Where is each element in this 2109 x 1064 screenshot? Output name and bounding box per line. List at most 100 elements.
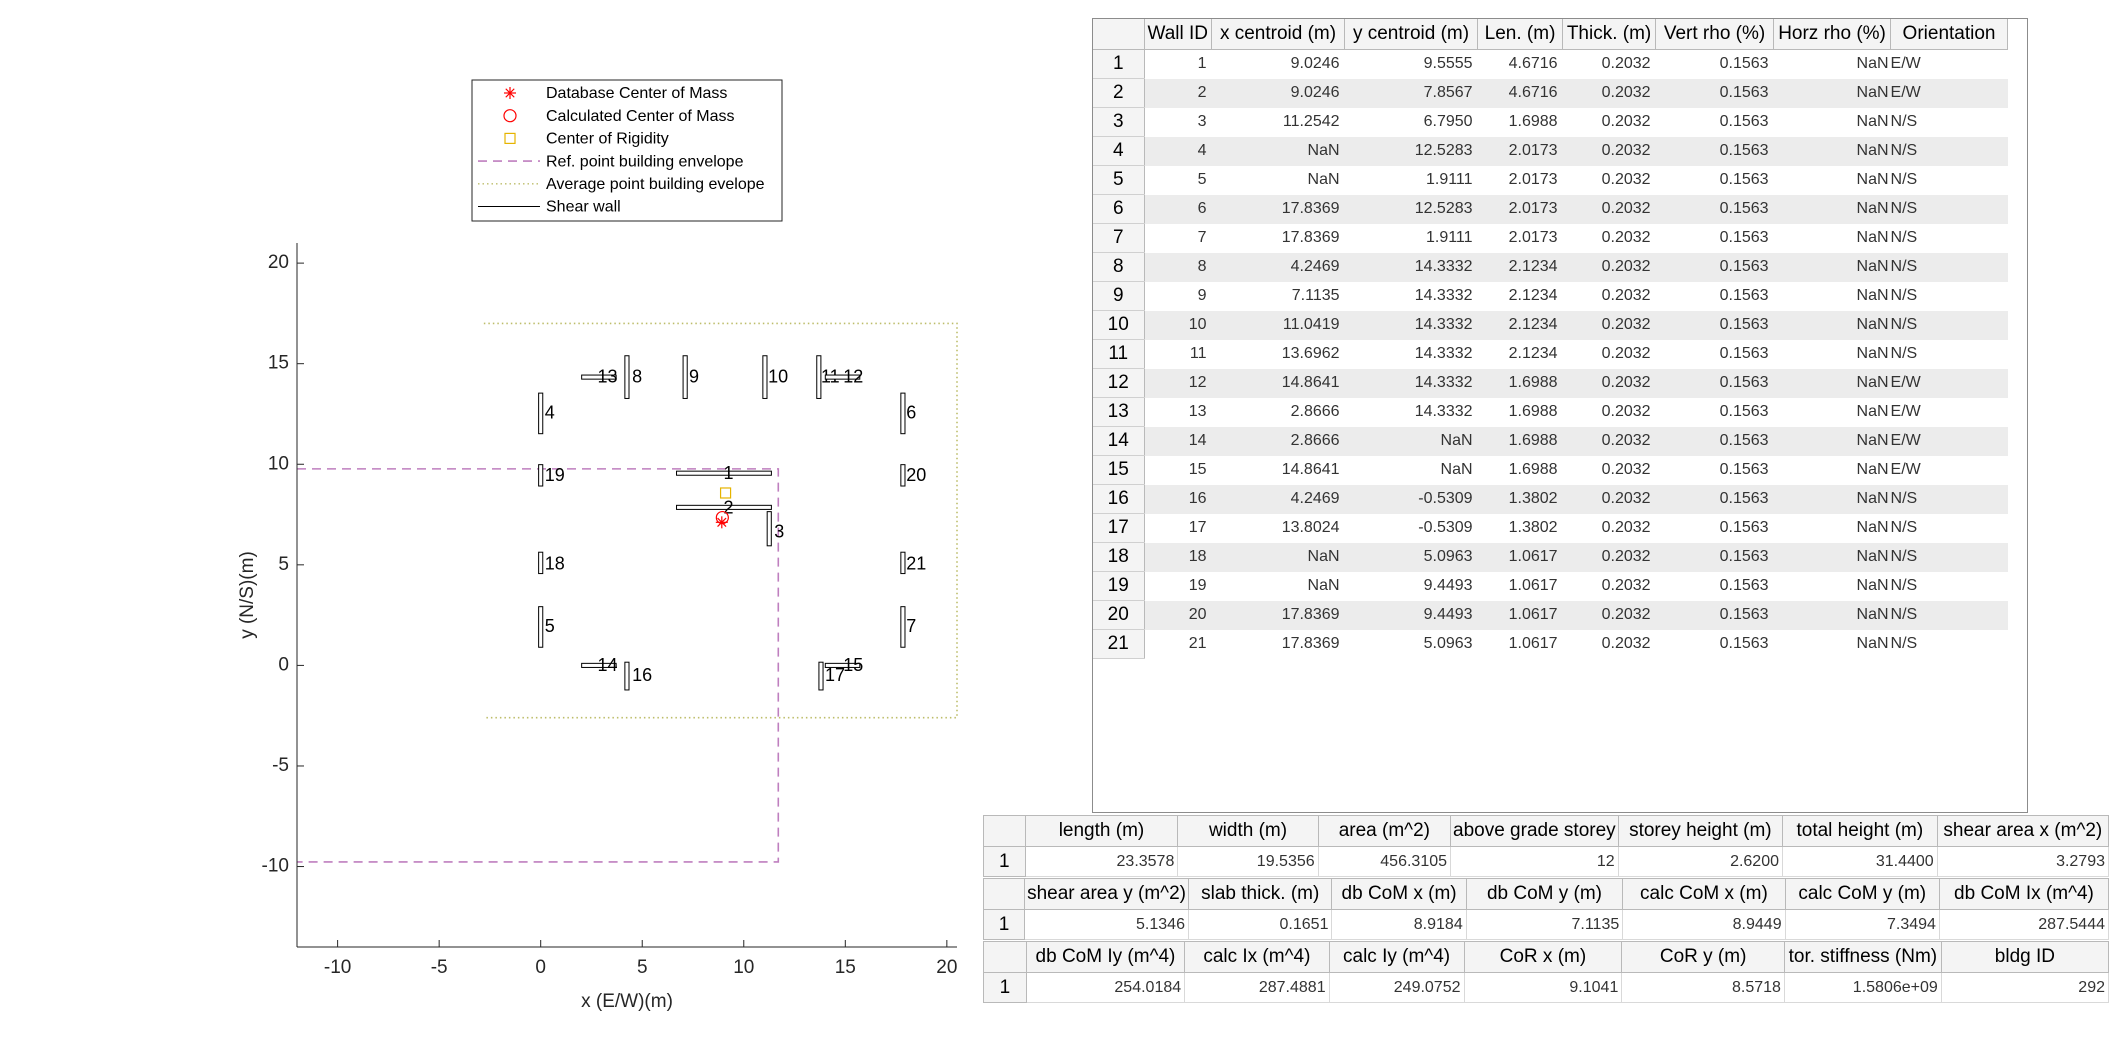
wall-label-14: 14 [598,655,618,675]
table-row[interactable]: 8 8 4.2469 14.3332 2.1234 0.2032 0.1563 NaN N/S [1093,252,2008,282]
table-row[interactable]: 12 12 14.8641 14.3332 1.6988 0.2032 0.1563 NaN E… [1093,368,2008,398]
row-header: 8 [1093,252,1145,282]
building-summary-table-2: shear area y (m^2) slab thick. (m) db CoM … [982,878,2109,940]
table-cell: N/S [1890,513,2008,543]
table-cell: NaN [1344,426,1478,456]
table-row[interactable]: 2 2 9.0246 7.8567 4.6716 0.2032 0.1563 NaN E/W [1093,78,2008,108]
corner-cell [1093,19,1145,50]
table-cell: 1.6988 [1477,455,1563,485]
table-row[interactable]: 7 7 17.8369 1.9111 2.0173 0.2032 0.1563 NaN N/S [1093,223,2008,253]
table-cell: 8.9449 [1622,909,1786,940]
row-header: 17 [1093,513,1145,543]
table-cell: 2.1234 [1477,281,1563,311]
wall-3 [766,511,772,547]
table-cell: 1 [1144,49,1212,79]
table-row[interactable]: 14 14 2.8666 NaN 1.6988 0.2032 0.1563 NaN E/W [1093,426,2008,456]
wall-table-panel[interactable]: Wall ID x centroid (m) y centroid (m) Len. … [1092,18,2028,813]
corner-cell [982,878,1026,910]
table-cell: 456.3105 [1317,846,1452,877]
table-cell: N/S [1890,252,2008,282]
asterisk-stroke [505,88,515,98]
table-row[interactable]: 5 5 NaN 1.9111 2.0173 0.2032 0.1563 NaN N/S [1093,165,2008,195]
table-cell: 254.0184 [1025,972,1186,1003]
table-row[interactable]: 21 21 17.8369 5.0963 1.0617 0.2032 0.1563 NaN N/… [1093,629,2008,659]
table-row[interactable]: 6 6 17.8369 12.5283 2.0173 0.2032 0.1563 NaN N/S [1093,194,2008,224]
table-cell: 17.8369 [1211,194,1345,224]
table-cell: 2.6200 [1617,846,1784,877]
table-cell: 10 [1144,310,1212,340]
table-cell: 16 [1144,484,1212,514]
y-tick-label: 10 [268,453,289,474]
building-summary-table-1: length (m) width (m) area (m^2) above grade… [983,815,2109,877]
table-row[interactable]: 1 1 9.0246 9.5555 4.6716 0.2032 0.1563 NaN E/W [1093,49,2008,79]
x-tick-label: -5 [431,957,448,978]
table-cell: 0.1563 [1655,252,1774,282]
table-cell: NaN [1773,542,1891,572]
table-row[interactable]: 13 13 2.8666 14.3332 1.6988 0.2032 0.1563 NaN E/… [1093,397,2008,427]
table-row[interactable]: 11 11 13.6962 14.3332 2.1234 0.2032 0.1563 NaN N… [1093,339,2008,369]
table-cell: 31.4400 [1782,846,1938,877]
table-row[interactable]: 1 23.3578 19.5356 456.3105 12 2.6200 31.4400 3.… [983,846,2109,877]
table-cell: 1.6988 [1477,397,1563,427]
table-cell: 9.4493 [1344,600,1478,630]
table-cell: NaN [1773,107,1891,137]
table-cell: 12 [1144,368,1212,398]
table-cell: 0.1563 [1655,571,1774,601]
table-cell: 0.2032 [1562,368,1656,398]
table-cell: N/S [1890,600,2008,630]
row-header: 1 [1093,49,1145,79]
y-axis-label: y (N/S)(m) [237,551,258,639]
table-cell: NaN [1773,281,1891,311]
table-cell: NaN [1773,484,1891,514]
wall-label-9: 9 [689,367,699,387]
table-row[interactable]: 17 17 13.8024 -0.5309 1.3802 0.2032 0.1563 NaN N… [1093,513,2008,543]
y-tick-label: 15 [268,353,289,374]
table-cell: 0.2032 [1562,281,1656,311]
column-header: calc CoM y (m) [1784,878,1940,910]
table-cell: 9.1041 [1463,972,1623,1003]
table-row[interactable]: 18 18 NaN 5.0963 1.0617 0.2032 0.1563 NaN N/S [1093,542,2008,572]
table-cell: E/W [1890,78,2008,108]
table-row[interactable]: 4 4 NaN 12.5283 2.0173 0.2032 0.1563 NaN N/S [1093,136,2008,166]
table-cell: 1.0617 [1477,542,1563,572]
table-cell: 9.0246 [1211,78,1345,108]
table-row[interactable]: 9 9 7.1135 14.3332 2.1234 0.2032 0.1563 NaN N/S [1093,281,2008,311]
table-cell: 4.2469 [1211,252,1345,282]
legend-label: Center of Rigidity [546,131,669,148]
table-cell: 17.8369 [1211,629,1345,659]
row-header: 15 [1093,455,1145,485]
wall-label-10: 10 [768,367,788,387]
wall-6 [900,392,906,435]
table-cell: 11.2542 [1211,107,1345,137]
table-cell: -0.5309 [1344,484,1478,514]
table-row[interactable]: 19 19 NaN 9.4493 1.0617 0.2032 0.1563 NaN N/S [1093,571,2008,601]
table-cell: 5 [1144,165,1212,195]
table-cell: 20 [1144,600,1212,630]
legend-label: Average point building evelope [546,176,765,193]
table-row[interactable]: 15 15 14.8641 NaN 1.6988 0.2032 0.1563 NaN E/W [1093,455,2008,485]
table-row[interactable]: 16 16 4.2469 -0.5309 1.3802 0.2032 0.1563 NaN N/… [1093,484,2008,514]
table-cell: 0.1563 [1655,368,1774,398]
table-cell: 0.1563 [1655,484,1774,514]
table-cell: 0.2032 [1562,136,1656,166]
table-row[interactable]: 1 5.1346 0.1651 8.9184 7.1135 8.9449 7.3494 287… [982,909,2109,940]
table-row[interactable]: 1 254.0184 287.4881 249.0752 9.1041 8.5718 1.5… [983,972,2109,1003]
table-cell: 0.1563 [1655,78,1774,108]
table-cell: 0.2032 [1562,397,1656,427]
database-com-marker [715,516,728,529]
table-cell: 6 [1144,194,1212,224]
table-row[interactable]: 10 10 11.0419 14.3332 2.1234 0.2032 0.1563 NaN N… [1093,310,2008,340]
column-header: width (m) [1177,815,1319,847]
table-row[interactable]: 3 3 11.2542 6.7950 1.6988 0.2032 0.1563 NaN N/S [1093,107,2008,137]
wall-15 [824,662,861,668]
asterisk-stroke [717,517,727,527]
table-cell: NaN [1211,571,1345,601]
table-cell: 1.6988 [1477,426,1563,456]
table-cell: 0.1563 [1655,165,1774,195]
table-cell: 0.1563 [1655,136,1774,166]
table-row[interactable]: 20 20 17.8369 9.4493 1.0617 0.2032 0.1563 NaN N/… [1093,600,2008,630]
row-header: 7 [1093,223,1145,253]
column-header: slab thick. (m) [1187,878,1333,910]
corner-cell [983,815,1026,847]
wall-label-13: 13 [598,367,618,387]
